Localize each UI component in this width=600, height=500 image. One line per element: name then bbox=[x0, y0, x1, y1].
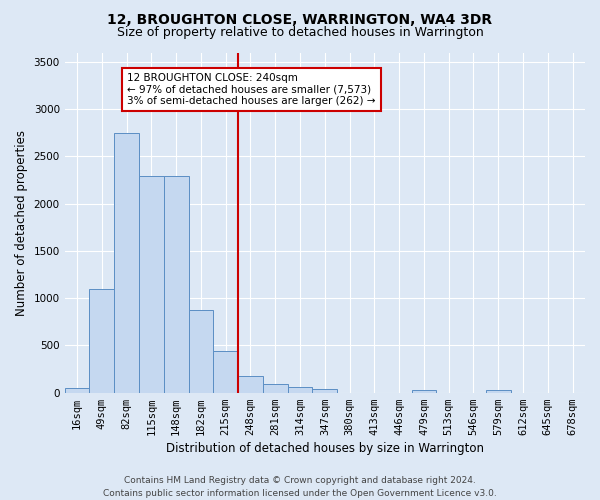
Text: 12, BROUGHTON CLOSE, WARRINGTON, WA4 3DR: 12, BROUGHTON CLOSE, WARRINGTON, WA4 3DR bbox=[107, 12, 493, 26]
Bar bbox=[214, 351, 238, 393]
Bar bbox=[486, 390, 511, 392]
Bar bbox=[188, 310, 214, 392]
Bar bbox=[287, 388, 313, 392]
Bar bbox=[89, 288, 114, 393]
Bar bbox=[139, 176, 164, 392]
Text: 12 BROUGHTON CLOSE: 240sqm
← 97% of detached houses are smaller (7,573)
3% of se: 12 BROUGHTON CLOSE: 240sqm ← 97% of deta… bbox=[127, 73, 376, 106]
Y-axis label: Number of detached properties: Number of detached properties bbox=[15, 130, 28, 316]
Bar bbox=[164, 176, 188, 392]
Bar bbox=[114, 133, 139, 392]
Text: Contains HM Land Registry data © Crown copyright and database right 2024.
Contai: Contains HM Land Registry data © Crown c… bbox=[103, 476, 497, 498]
Bar bbox=[263, 384, 287, 392]
Bar bbox=[238, 376, 263, 392]
X-axis label: Distribution of detached houses by size in Warrington: Distribution of detached houses by size … bbox=[166, 442, 484, 455]
Bar bbox=[412, 390, 436, 392]
Bar bbox=[313, 389, 337, 392]
Text: Size of property relative to detached houses in Warrington: Size of property relative to detached ho… bbox=[116, 26, 484, 39]
Bar bbox=[65, 388, 89, 392]
